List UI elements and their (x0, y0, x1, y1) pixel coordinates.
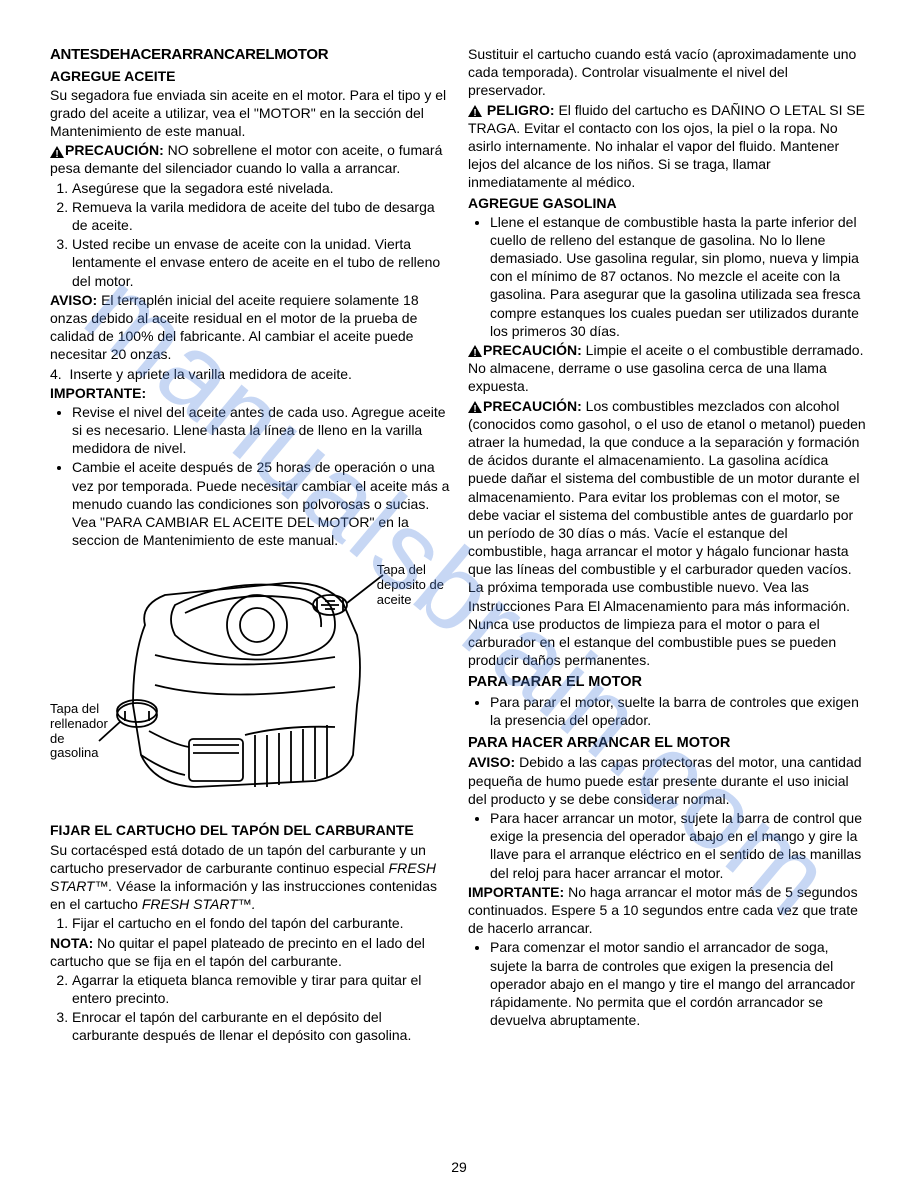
cartridge-heading: FIJAR EL CARTUCHO DEL TAPÓN DEL CARBURAN… (50, 821, 450, 839)
gas-heading: AGREGUE GASOLINA (468, 194, 868, 212)
cartridge-steps-a: Fijar el cartucho en el fondo del tapón … (50, 914, 450, 932)
importante-bullets: Revise el nivel del aceite antes de cada… (50, 403, 450, 550)
aviso2-paragraph: AVISO: Debido a las capas protectoras de… (468, 753, 868, 808)
aviso2-label: AVISO: (468, 754, 515, 770)
oil-steps-list: Asegúrese que la segadora esté nivelada.… (50, 179, 450, 290)
start-bullets-a: Para hacer arrancar un motor, sujete la … (468, 809, 868, 882)
warning-icon: ! (468, 105, 482, 117)
importante2-paragraph: IMPORTANTE: No haga arrancar el motor má… (468, 883, 868, 938)
warning-icon: ! (468, 401, 482, 413)
svg-text:!: ! (473, 404, 476, 413)
svg-text:!: ! (55, 149, 58, 158)
gas-bullets: Llene el estanque de combustible hasta l… (468, 213, 868, 340)
cartridge-steps-b: Agarrar la etiqueta blanca removible y t… (50, 971, 450, 1045)
importante-bullet-1: Revise el nivel del aceite antes de cada… (72, 403, 450, 458)
cartridge-step-2: Agarrar la etiqueta blanca removible y t… (72, 971, 450, 1007)
danger-paragraph: ! PELIGRO: El fluido del cartucho es DAÑ… (468, 101, 868, 192)
gas-bullet-1: Llene el estanque de combustible hasta l… (490, 213, 868, 340)
cartridge-paragraph: Su cortacésped está dotado de un tapón d… (50, 841, 450, 914)
step-4: 4. Inserte y apriete la varilla medidora… (50, 365, 450, 383)
importante2-label: IMPORTANTE: (468, 884, 568, 900)
oil-step-2: Remueva la varila medidora de aceite del… (72, 198, 450, 234)
aviso2-text: Debido a las capas protectoras del motor… (468, 754, 862, 806)
warning-icon: ! (468, 345, 482, 357)
aviso-text: El terraplén inicial del aceite requiere… (50, 292, 419, 363)
start-bullet-1: Para hacer arrancar un motor, sujete la … (490, 809, 868, 882)
aviso-label: AVISO: (50, 292, 97, 308)
danger-label: PELIGRO: (483, 102, 555, 118)
main-heading: ANTESDEHACERARRANCARELMOTOR (50, 45, 450, 65)
caution-text-3: Los combustibles mezclados con alcohol (… (468, 398, 866, 669)
caution-label-2: PRECAUCIÓN: (483, 342, 582, 358)
caution-label: PRECAUCIÓN: (65, 142, 164, 158)
nota-paragraph: NOTA: No quitar el papel plateado de pre… (50, 934, 450, 970)
stop-heading: PARA PARAR EL MOTOR (468, 673, 868, 692)
importante-label: IMPORTANTE: (50, 384, 450, 402)
aviso-paragraph: AVISO: El terraplén inicial del aceite r… (50, 291, 450, 364)
oil-heading: AGREGUE ACEITE (50, 67, 450, 85)
oil-intro-text: Su segadora fue enviada sin aceite en el… (50, 86, 450, 141)
svg-text:!: ! (473, 108, 476, 117)
caution-alcohol: ! PRECAUCIÓN: Los combustibles mezclados … (468, 397, 868, 670)
caution-overfill: !PRECAUCIÓN: NO sobrellene el motor con … (50, 141, 450, 177)
figure-label-gas-cap: Tapa del rellenador de gasolina (50, 702, 108, 762)
stop-bullet-1: Para parar el motor, suelte la barra de … (490, 693, 868, 729)
nota-text: No quitar el papel plateado de precinto … (50, 935, 425, 969)
oil-step-3: Usted recibe un envase de aceite con la … (72, 235, 450, 290)
left-column: ANTESDEHACERARRANCARELMOTOR AGREGUE ACEI… (50, 45, 450, 1046)
start-heading: PARA HACER ARRANCAR EL MOTOR (468, 734, 868, 753)
engine-figure: Tapa del deposito de aceite (50, 555, 450, 805)
replace-cartridge-text: Sustituir el cartucho cuando está vacío … (468, 45, 868, 100)
start-bullet-2: Para comenzar el motor sandio el arranca… (490, 938, 868, 1029)
caution-spill: !PRECAUCIÓN: Limpie el aceite o el combu… (468, 341, 868, 396)
start-bullets-b: Para comenzar el motor sandio el arranca… (468, 938, 868, 1029)
nota-label: NOTA: (50, 935, 93, 951)
cartridge-step-3: Enrocar el tapón del carburante en el de… (72, 1008, 450, 1044)
page-number: 29 (451, 1158, 467, 1176)
svg-text:!: ! (473, 348, 476, 357)
stop-bullets: Para parar el motor, suelte la barra de … (468, 693, 868, 729)
importante-bullet-2: Cambie el aceite después de 25 horas de … (72, 458, 450, 549)
right-column: Sustituir el cartucho cuando está vacío … (468, 45, 868, 1046)
caution-label-3: PRECAUCIÓN: (483, 398, 582, 414)
warning-icon: ! (50, 146, 64, 158)
figure-label-oil-cap: Tapa del deposito de aceite (377, 563, 444, 608)
oil-step-1: Asegúrese que la segadora esté nivelada. (72, 179, 450, 197)
engine-illustration (85, 555, 415, 805)
cartridge-step-1: Fijar el cartucho en el fondo del tapón … (72, 914, 450, 932)
